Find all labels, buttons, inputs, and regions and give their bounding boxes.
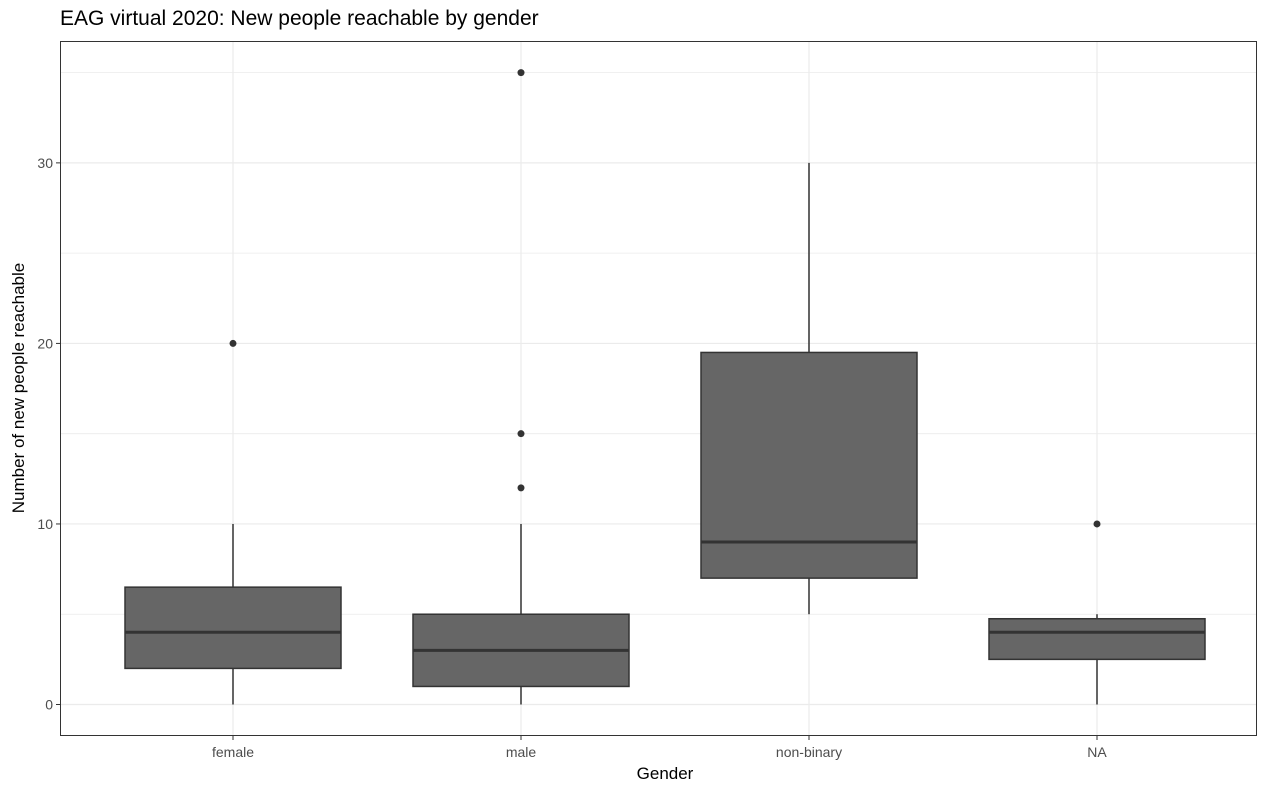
- outlier-point: [517, 430, 525, 438]
- x-tick-label: female: [212, 744, 254, 760]
- chart-title: EAG virtual 2020: New people reachable b…: [60, 7, 539, 30]
- y-tick-label: 0: [45, 697, 53, 713]
- box-non-binary: [700, 351, 918, 579]
- x-axis-title: Gender: [637, 764, 694, 783]
- outlier-point: [517, 484, 525, 492]
- y-tick-label: 10: [37, 516, 53, 532]
- x-tick-label: NA: [1087, 744, 1107, 760]
- y-tick-label: 20: [37, 335, 53, 351]
- box-NA: [988, 617, 1206, 661]
- box-layer: [124, 69, 1206, 705]
- y-axis-title: Number of new people reachable: [9, 263, 28, 513]
- x-tick-label: male: [506, 744, 537, 760]
- tick-layer: 0 10 20 30 female male non-binary NA: [37, 155, 1107, 760]
- box-female: [124, 586, 342, 670]
- x-tick-label: non-binary: [776, 744, 842, 760]
- y-tick-label: 30: [37, 155, 53, 171]
- outlier-point: [517, 69, 525, 77]
- outlier-point: [229, 339, 237, 347]
- outlier-point: [1093, 520, 1101, 528]
- panel-border: [60, 41, 1257, 736]
